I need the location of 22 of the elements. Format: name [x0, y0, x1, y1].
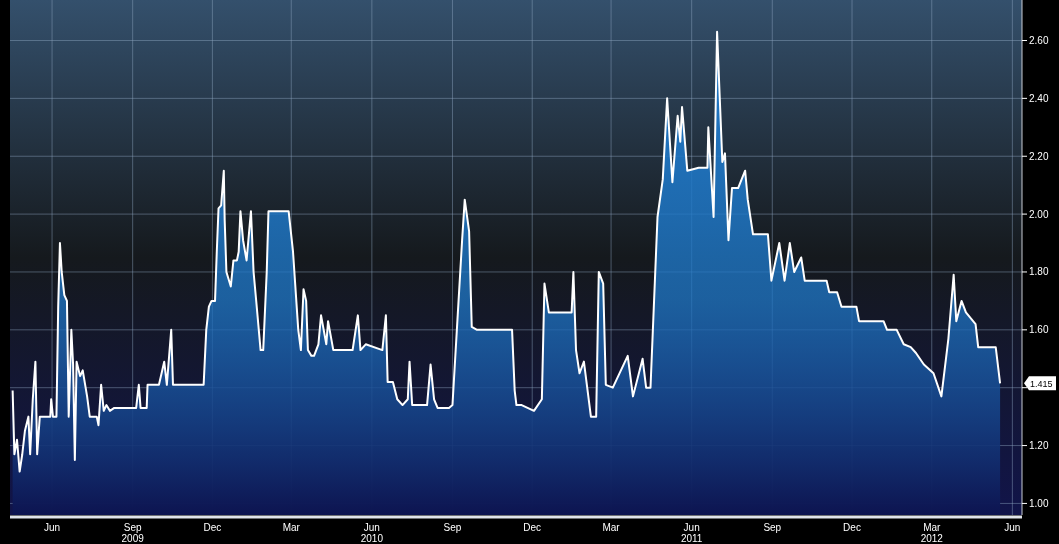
x-tick-label: Sep 2009 [121, 522, 145, 544]
y-tick-label: 2.20 [1029, 150, 1049, 162]
y-tick-label: 1.20 [1029, 440, 1049, 452]
x-tick-label: Mar 2012 [920, 522, 944, 544]
x-tick-label: Jun 2011 [680, 522, 703, 544]
x-tick-label: Sep [763, 522, 782, 533]
y-tick-label: 1.00 [1029, 497, 1049, 509]
x-tick-label: Jun [43, 522, 61, 533]
y-tick-label: 2.00 [1029, 208, 1049, 220]
y-tick-label: 2.40 [1029, 92, 1049, 104]
x-tick-label: Sep [443, 522, 462, 533]
y-tick-label: 2.60 [1029, 35, 1049, 47]
x-tick-label: Mar [282, 522, 301, 533]
x-tick-label: Dec [843, 522, 861, 533]
text: 1.415 [1030, 378, 1053, 389]
x-tick-label: Dec [523, 522, 542, 533]
x-tick-label: Dec [203, 522, 222, 533]
x-tick-label: Mar [602, 522, 621, 533]
x-tick-label: Jun [1004, 522, 1021, 533]
y-tick-label: 1.60 [1029, 324, 1049, 336]
y-tick-label: 1.80 [1029, 266, 1049, 278]
x-tick-label: Jun 2010 [360, 522, 384, 544]
